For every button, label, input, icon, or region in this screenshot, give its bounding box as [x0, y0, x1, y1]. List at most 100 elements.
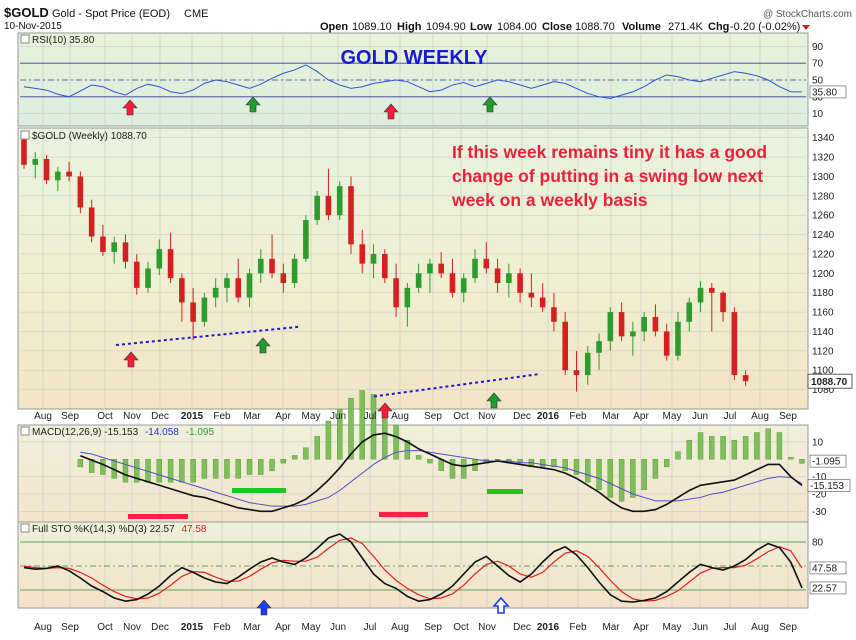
x-tick-label: Oct	[453, 411, 469, 422]
price-y-tick: 1320	[812, 153, 835, 164]
x-tick-label: May	[663, 622, 682, 633]
x-tick-label: Sep	[424, 411, 442, 422]
candle-body	[652, 316, 659, 332]
price-y-tick: 1300	[812, 172, 835, 183]
macd-histogram-bar	[314, 436, 320, 460]
macd-histogram-bar	[201, 459, 208, 479]
chg-value: -0.20 (-0.02%)	[730, 21, 800, 33]
symbol: $GOLD	[4, 5, 49, 20]
macd-histogram-bar	[788, 457, 794, 460]
candle-body	[77, 176, 84, 208]
candle-body	[100, 236, 106, 253]
x-tick-label: Aug	[751, 411, 769, 422]
candle-body	[675, 321, 681, 356]
blue-up-arrow-icon	[256, 599, 272, 616]
candle-body	[539, 297, 546, 308]
candle-body	[596, 341, 602, 353]
macd-last-box	[807, 479, 851, 492]
candle-body	[32, 159, 39, 165]
rsi-y-tick: 10	[812, 109, 824, 120]
macd-histogram-bar	[156, 459, 163, 483]
macd-histogram-bar	[663, 459, 670, 468]
macd-histogram-bar	[77, 459, 84, 468]
green-up-arrow-icon	[486, 392, 502, 409]
x-tick-label: Apr	[275, 411, 291, 422]
price-y-tick: 1120	[812, 346, 834, 357]
comment-line-1: If this week remains tiny it has a good	[452, 142, 767, 162]
candle-body	[641, 316, 647, 332]
candle-body	[573, 370, 580, 376]
macd-histogram-bar	[573, 459, 580, 475]
sto-k-line	[23, 533, 803, 603]
chg-label: Chg	[708, 21, 729, 33]
macd-histogram-bar	[337, 409, 343, 460]
red-up-arrow-icon	[377, 402, 393, 419]
rsi-last-value-box	[809, 85, 847, 99]
x-tick-label: Sep	[61, 622, 79, 633]
macd-legend-main: MACD(12,26,9) -15.153	[32, 427, 139, 438]
x-tick-label: Nov	[478, 411, 496, 422]
green-marker-bar	[232, 488, 286, 493]
candle-body	[314, 195, 320, 221]
candle-body	[686, 302, 693, 322]
candle-body	[145, 268, 151, 288]
candle-body	[325, 195, 332, 216]
macd-histogram-bar	[246, 459, 253, 475]
macd-legend: MACD(12,26,9) -15.153 -14.058 -1.095	[20, 426, 214, 438]
x-tick-label: Jul	[364, 411, 377, 422]
macd-histogram-bar	[551, 459, 557, 468]
macd-hist-value: -1.095	[812, 457, 841, 468]
x-tick-label: Sep	[61, 411, 79, 422]
candle-body	[551, 307, 557, 322]
x-tick-label: Dec	[151, 622, 169, 633]
candle-body	[66, 171, 72, 177]
candle-body	[201, 297, 208, 322]
x-tick-label: Mar	[602, 411, 620, 422]
macd-y-tick: -20	[812, 489, 827, 500]
close-value: 1088.70	[575, 21, 615, 33]
macd-plot	[77, 390, 805, 513]
sto-d-box	[809, 561, 847, 575]
price-y-tick: 1220	[812, 249, 835, 260]
macd-histogram-bar	[461, 459, 467, 479]
blue-outline-up-arrow-icon	[492, 596, 510, 614]
sto-k-value: 22.57	[812, 583, 837, 594]
comment-line-2: change of putting in a swing low next	[452, 166, 763, 186]
x-tick-label: 2015	[181, 622, 204, 633]
candle-body	[167, 249, 174, 279]
candle-body	[179, 278, 185, 303]
macd-histogram-bar	[258, 459, 264, 475]
annotation-layer	[115, 96, 540, 616]
watermark: @ StockCharts.com	[763, 9, 852, 20]
macd-histogram-bar	[799, 459, 805, 464]
rsi-last-value: 35.80	[812, 87, 837, 98]
green-up-arrow-icon	[482, 96, 498, 113]
macd-histogram-bar	[393, 424, 399, 460]
trendline-2	[373, 373, 540, 398]
rsi-line	[23, 64, 803, 99]
price-y-tick: 1260	[812, 211, 835, 222]
candle-body	[55, 171, 61, 181]
macd-legend-text: MACD(12,26,9) -15.153 -14.058 -1.095	[32, 427, 214, 438]
macd-histogram-bar	[303, 447, 309, 460]
x-tick-label: 2016	[537, 622, 560, 633]
open-value: 1089.10	[352, 21, 392, 33]
x-tick-label: Jun	[330, 622, 346, 633]
red-marker-bar	[128, 514, 188, 519]
x-tick-label: Mar	[602, 622, 620, 633]
x-tick-label: Aug	[391, 622, 409, 633]
macd-histogram-bar	[607, 459, 614, 498]
green-up-arrow-icon	[255, 337, 271, 354]
x-tick-label: Feb	[569, 411, 587, 422]
price-y-tick: 1180	[812, 288, 834, 299]
macd-histogram-bar	[100, 459, 106, 475]
macd-histogram-bar	[370, 394, 377, 460]
candle-body	[111, 242, 118, 253]
macd-histogram-bar	[776, 432, 783, 460]
exchange: CME	[184, 8, 208, 20]
rsi-legend: RSI(10) 35.80	[20, 34, 95, 46]
candle-body	[190, 302, 196, 322]
price-legend: $GOLD (Weekly) 1088.70	[20, 130, 147, 142]
macd-histogram-bar	[731, 439, 738, 460]
